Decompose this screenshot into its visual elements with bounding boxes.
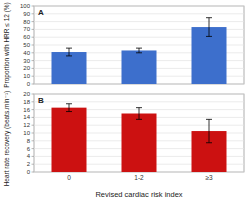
y-tick xyxy=(32,94,35,95)
y-tick xyxy=(32,164,35,165)
y-tick xyxy=(32,76,35,77)
y-tick-label: 30 xyxy=(23,58,30,64)
error-bar-line xyxy=(136,108,142,120)
y-tick xyxy=(32,84,35,85)
x-tick-label: 1-2 xyxy=(134,174,144,181)
y-tick xyxy=(32,133,35,134)
y-tick-label: 100 xyxy=(20,3,31,9)
y-axis-label: Proportion with HRR ≤ 12 (%) xyxy=(3,2,11,88)
panel: 0102030405060708090100AProportion with H… xyxy=(3,2,244,88)
y-tick xyxy=(32,13,35,14)
y-tick-label: 90 xyxy=(23,11,30,17)
error-bar xyxy=(66,104,72,112)
y-axis-label: Heart rate recovery (beats.min⁻¹) xyxy=(3,91,11,187)
y-tick xyxy=(32,101,35,102)
error-bar xyxy=(136,108,142,120)
panel-label: A xyxy=(38,8,44,17)
error-bar xyxy=(136,48,142,53)
y-tick xyxy=(32,156,35,157)
bar xyxy=(122,114,157,173)
plot-frame xyxy=(34,94,244,172)
error-bar-line xyxy=(66,48,72,56)
grid-line xyxy=(34,21,244,22)
grid-line xyxy=(34,13,244,14)
y-tick xyxy=(32,125,35,126)
y-tick xyxy=(32,140,35,141)
y-tick-label: 80 xyxy=(23,19,30,25)
y-tick-label: 14 xyxy=(23,114,30,120)
error-bar-line xyxy=(206,119,212,142)
bar xyxy=(52,52,87,84)
x-tick-label: ≥3 xyxy=(205,174,213,181)
error-bar xyxy=(206,119,212,142)
y-tick-label: 40 xyxy=(23,50,30,56)
y-tick-label: 50 xyxy=(23,42,30,48)
y-tick xyxy=(32,172,35,173)
y-tick-label: 16 xyxy=(23,107,30,113)
y-tick xyxy=(32,45,35,46)
grid-line xyxy=(34,94,244,95)
y-tick xyxy=(32,60,35,61)
bar xyxy=(52,108,87,172)
x-tick-label: 0 xyxy=(67,174,71,181)
y-tick-label: 70 xyxy=(23,26,30,32)
bars xyxy=(52,104,227,172)
y-tick xyxy=(32,68,35,69)
y-tick-label: 18 xyxy=(23,99,30,105)
x-axis-label: Revised cardiac risk index xyxy=(95,190,182,199)
y-tick xyxy=(32,52,35,53)
plot-frame xyxy=(34,6,244,84)
y-tick xyxy=(32,37,35,38)
grid-line xyxy=(34,6,244,7)
y-tick xyxy=(32,148,35,149)
y-tick-label: 60 xyxy=(23,34,30,40)
error-bar xyxy=(206,18,212,37)
y-tick xyxy=(32,21,35,22)
panel: 0 2 46 8 10 12 1416 18 20 0 1-2 ≥3 B Revised cardiac … xyxy=(3,91,244,199)
y-tick-label: 2 xyxy=(27,161,31,167)
y-tick-label: 20 xyxy=(23,91,30,97)
panel-label: B xyxy=(38,96,44,105)
chart: 0102030405060708090100AProportion with H… xyxy=(0,0,250,202)
error-bar-line xyxy=(206,18,212,37)
error-bar-line xyxy=(136,48,142,53)
y-tick-label: 10 xyxy=(23,73,30,79)
y-tick xyxy=(32,109,35,110)
y-tick xyxy=(32,29,35,30)
bars xyxy=(52,18,227,84)
y-tick-label: 8 xyxy=(27,138,31,144)
y-tick-label: 0 xyxy=(27,81,31,87)
y-tick-label: 4 xyxy=(27,153,31,159)
grid-line xyxy=(34,101,244,102)
y-tick xyxy=(32,117,35,118)
y-tick xyxy=(32,6,35,7)
error-bar-line xyxy=(66,104,72,112)
y-tick-label: 6 xyxy=(27,146,31,152)
bar xyxy=(122,50,157,84)
y-tick-label: 20 xyxy=(23,65,30,71)
y-tick-label: 0 xyxy=(27,169,31,175)
y-tick-label: 10 xyxy=(23,130,30,136)
error-bar xyxy=(66,48,72,56)
y-tick-label: 12 xyxy=(23,122,30,128)
